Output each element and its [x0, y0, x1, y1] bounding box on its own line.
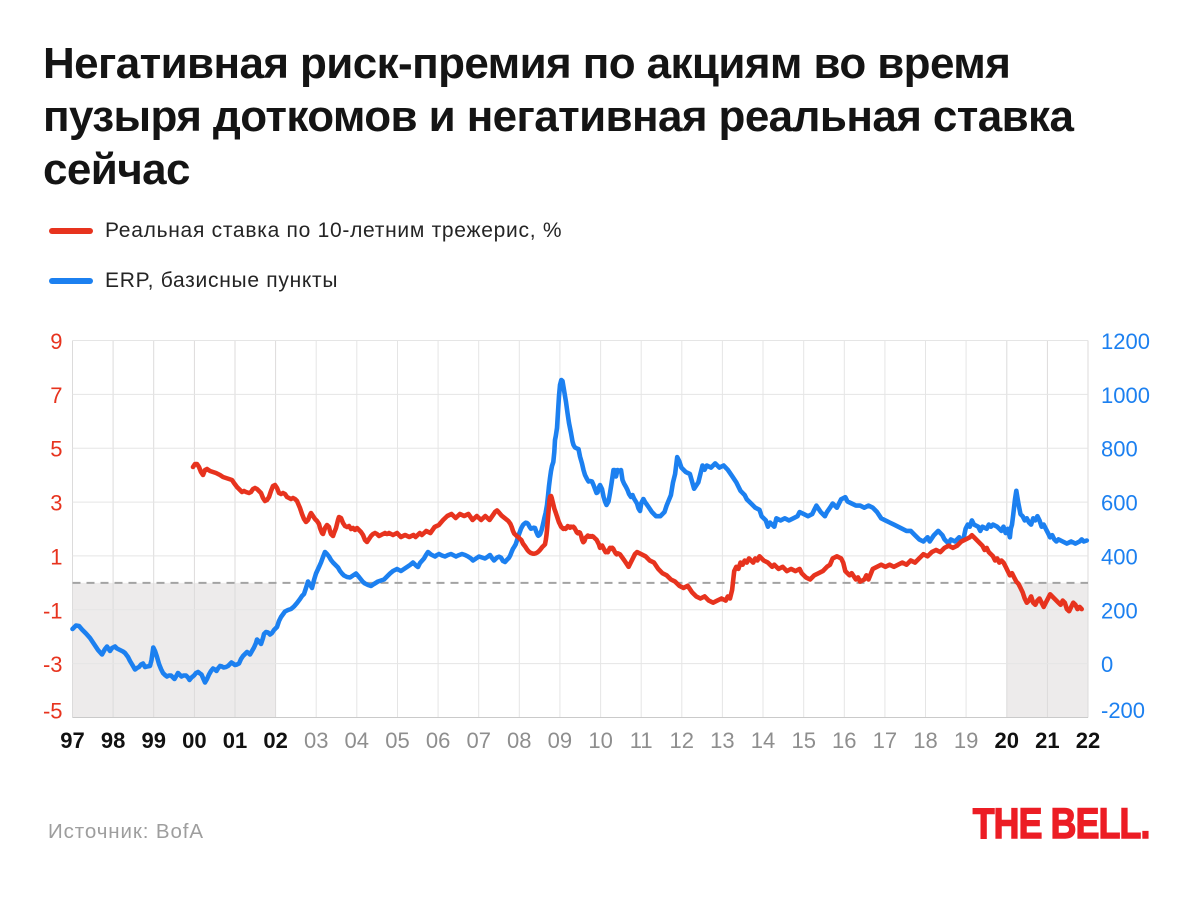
svg-text:400: 400 [1101, 544, 1138, 569]
svg-text:01: 01 [223, 728, 247, 753]
svg-text:07: 07 [466, 728, 490, 753]
svg-text:-5: -5 [43, 699, 63, 724]
svg-text:06: 06 [426, 728, 450, 753]
svg-text:5: 5 [50, 437, 62, 462]
svg-text:1200: 1200 [1101, 329, 1150, 354]
svg-text:3: 3 [50, 491, 62, 516]
svg-text:-3: -3 [43, 652, 63, 677]
svg-text:9: 9 [50, 329, 62, 354]
svg-text:-1: -1 [43, 598, 63, 623]
svg-text:12: 12 [670, 728, 694, 753]
svg-text:21: 21 [1035, 728, 1059, 753]
svg-text:08: 08 [507, 728, 531, 753]
svg-text:0: 0 [1101, 652, 1113, 677]
svg-text:17: 17 [873, 728, 897, 753]
svg-text:05: 05 [385, 728, 409, 753]
svg-text:19: 19 [954, 728, 978, 753]
svg-text:1000: 1000 [1101, 383, 1150, 408]
svg-text:1: 1 [50, 544, 62, 569]
svg-text:7: 7 [50, 383, 62, 408]
svg-text:14: 14 [751, 728, 775, 753]
svg-text:04: 04 [345, 728, 369, 753]
svg-text:16: 16 [832, 728, 856, 753]
svg-text:97: 97 [60, 728, 84, 753]
svg-text:10: 10 [588, 728, 612, 753]
svg-text:20: 20 [995, 728, 1019, 753]
svg-text:00: 00 [182, 728, 206, 753]
svg-text:600: 600 [1101, 491, 1138, 516]
svg-text:11: 11 [630, 728, 653, 753]
svg-text:09: 09 [548, 728, 572, 753]
svg-text:22: 22 [1076, 728, 1100, 753]
svg-text:03: 03 [304, 728, 328, 753]
svg-text:15: 15 [791, 728, 815, 753]
svg-text:-200: -200 [1101, 698, 1145, 723]
svg-text:02: 02 [263, 728, 287, 753]
svg-text:800: 800 [1101, 437, 1138, 462]
svg-text:200: 200 [1101, 598, 1138, 623]
svg-text:13: 13 [710, 728, 734, 753]
svg-text:98: 98 [101, 728, 125, 753]
svg-text:18: 18 [913, 728, 937, 753]
svg-text:99: 99 [141, 728, 165, 753]
